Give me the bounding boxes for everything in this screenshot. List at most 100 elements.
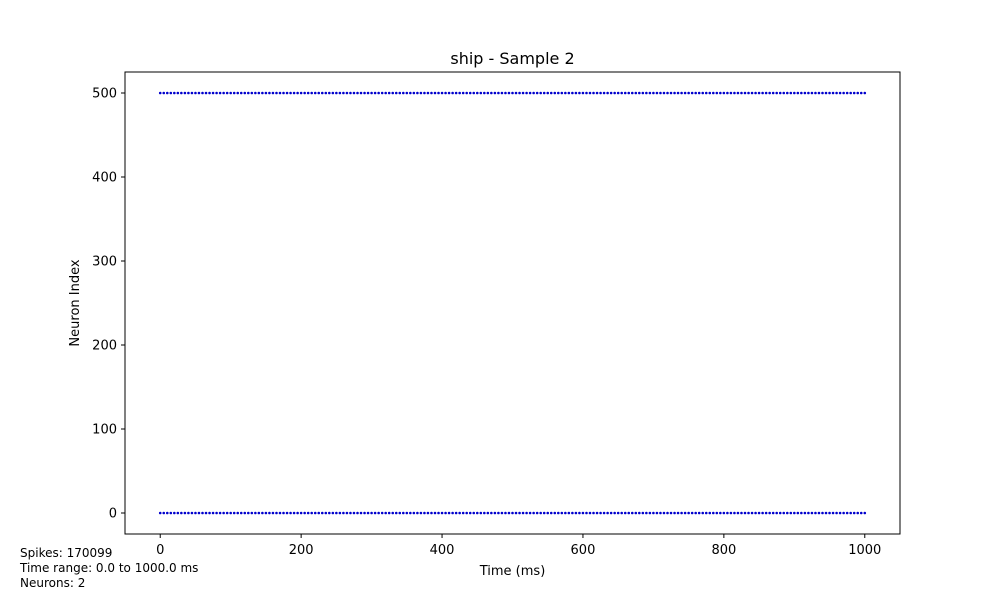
- spike-point: [430, 511, 433, 515]
- spike-point: [416, 91, 419, 95]
- spike-point: [528, 511, 532, 515]
- spike-point: [176, 91, 180, 95]
- x-tick-label: 600: [571, 543, 596, 558]
- spike-point: [726, 511, 729, 515]
- spike-point: [708, 511, 712, 515]
- spike-point: [754, 511, 757, 515]
- spike-point: [225, 511, 229, 515]
- spike-point: [437, 511, 440, 515]
- spike-point: [250, 91, 254, 95]
- spike-point: [810, 91, 814, 95]
- spike-point: [578, 511, 581, 515]
- spike-point: [564, 91, 567, 95]
- spike-point: [673, 91, 676, 95]
- spike-point: [807, 511, 810, 515]
- spike-point: [574, 511, 578, 515]
- x-tick-label: 0: [156, 543, 164, 558]
- spike-point: [229, 91, 232, 95]
- spike-point: [553, 91, 557, 95]
- spike-point: [557, 91, 560, 95]
- spike-point: [863, 91, 867, 95]
- spike-point: [729, 91, 733, 95]
- spike-point: [824, 511, 828, 515]
- spike-point: [542, 91, 546, 95]
- spike-point: [461, 91, 465, 95]
- spike-point: [180, 511, 183, 515]
- spike-point: [183, 511, 187, 515]
- spike-point: [225, 91, 229, 95]
- spike-point: [433, 511, 437, 515]
- y-axis: 0 100 200 300 400 500: [92, 87, 125, 522]
- spike-point: [719, 511, 722, 515]
- spike-point: [264, 511, 268, 515]
- spike-point: [254, 91, 257, 95]
- spike-point: [782, 511, 786, 515]
- spike-point: [599, 511, 602, 515]
- spike-point: [630, 511, 634, 515]
- spike-point: [380, 511, 384, 515]
- spike-point: [342, 91, 345, 95]
- spike-point: [465, 91, 469, 95]
- x-tick-label: 1000: [848, 543, 881, 558]
- spike-point: [320, 91, 324, 95]
- spike-point: [215, 511, 218, 515]
- spike-point: [500, 91, 504, 95]
- spike-point: [419, 511, 423, 515]
- spike-point: [546, 511, 550, 515]
- spike-point: [451, 91, 454, 95]
- spike-point: [479, 91, 483, 95]
- spike-point: [659, 91, 662, 95]
- spike-point: [616, 91, 620, 95]
- y-tick-label: 200: [92, 339, 117, 354]
- spike-point: [292, 511, 296, 515]
- spike-point: [222, 511, 225, 515]
- spike-point: [278, 511, 282, 515]
- spike-point: [687, 511, 690, 515]
- spike-point: [743, 91, 747, 95]
- spike-point: [641, 91, 645, 95]
- spike-point: [757, 511, 761, 515]
- spike-point: [447, 91, 451, 95]
- spike-point: [831, 91, 835, 95]
- spike-point: [458, 511, 461, 515]
- spike-point: [592, 511, 595, 515]
- spike-point: [444, 511, 447, 515]
- spike-point: [638, 511, 641, 515]
- spike-point: [380, 91, 384, 95]
- spike-point: [638, 91, 641, 95]
- spike-point: [785, 91, 789, 95]
- spike-point: [701, 91, 705, 95]
- spike-point: [394, 91, 398, 95]
- spike-point: [511, 511, 514, 515]
- spike-point: [447, 511, 451, 515]
- spike-point: [289, 511, 292, 515]
- x-tick-label: 800: [711, 543, 736, 558]
- spike-point: [176, 511, 180, 515]
- spike-point: [532, 91, 535, 95]
- spike-point: [645, 511, 648, 515]
- spike-point: [627, 511, 631, 515]
- spike-point: [676, 511, 680, 515]
- spike-point: [310, 91, 314, 95]
- spike-point: [162, 91, 166, 95]
- spike-point: [782, 91, 786, 95]
- spike-point: [440, 91, 444, 95]
- spike-point: [824, 91, 828, 95]
- spike-point: [740, 511, 743, 515]
- spike-point: [634, 91, 638, 95]
- spike-point: [271, 511, 275, 515]
- spike-point: [712, 511, 715, 515]
- spike-point: [817, 511, 821, 515]
- spike-point: [771, 91, 775, 95]
- spike-point: [254, 511, 257, 515]
- spike-point: [528, 91, 532, 95]
- spike-point: [190, 91, 194, 95]
- spike-point: [736, 91, 740, 95]
- spike-point: [398, 511, 402, 515]
- spike-point: [680, 91, 683, 95]
- spike-point: [585, 91, 588, 95]
- spike-point: [342, 511, 345, 515]
- spike-point: [412, 511, 416, 515]
- spike-point: [849, 511, 852, 515]
- spike-point: [349, 91, 352, 95]
